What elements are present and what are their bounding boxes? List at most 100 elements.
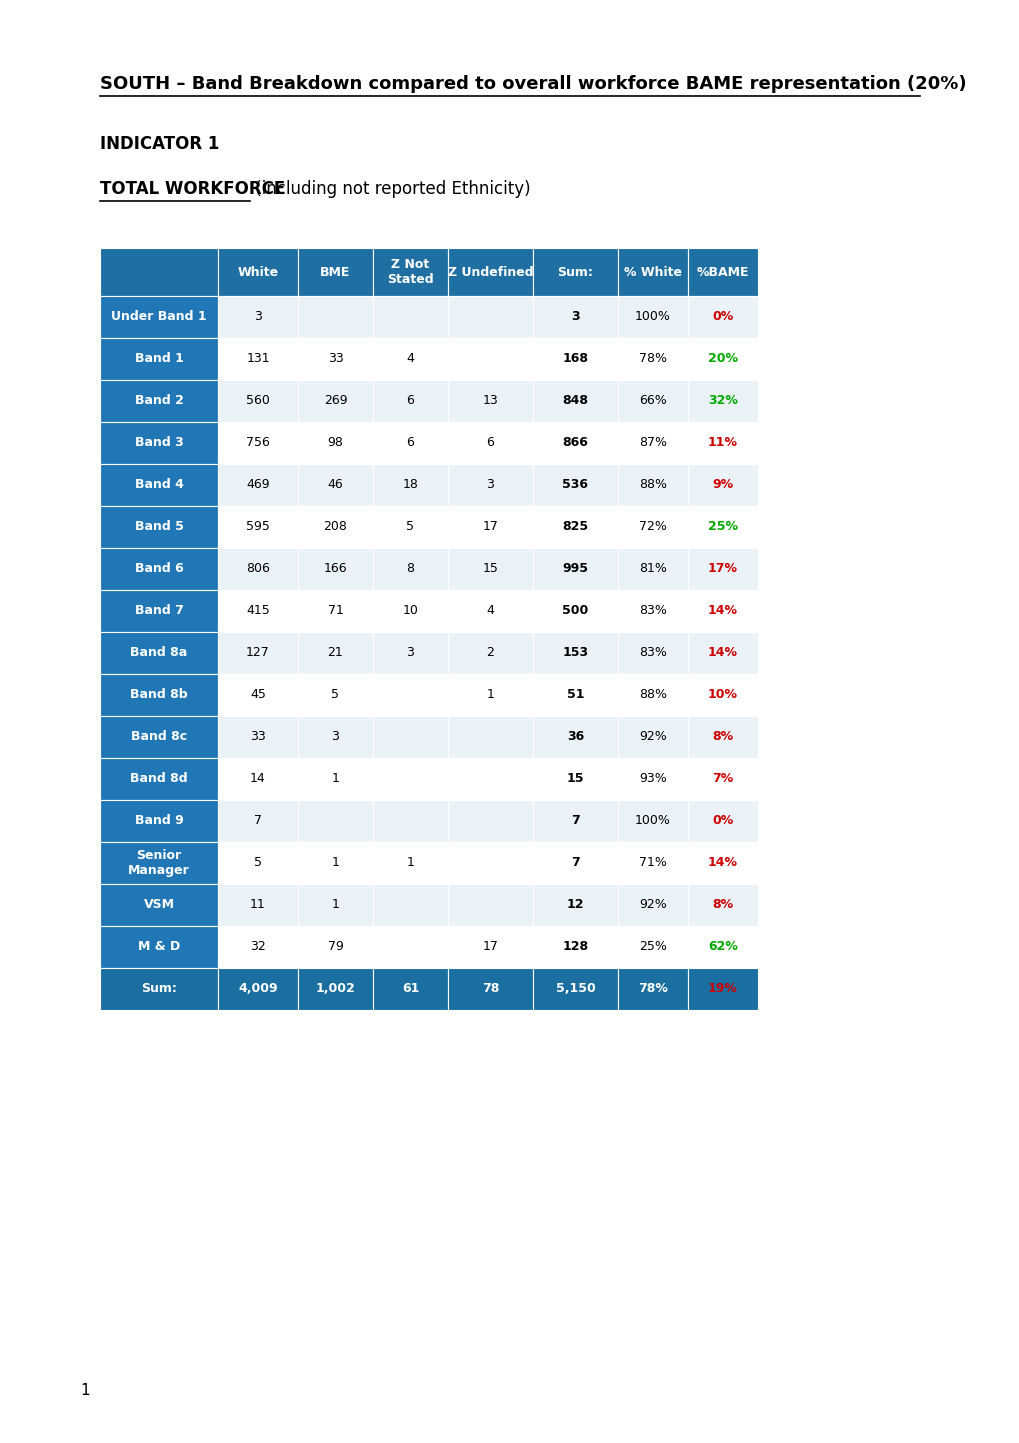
- Bar: [100, 716, 218, 758]
- Text: 127: 127: [246, 646, 270, 659]
- Text: 131: 131: [246, 352, 270, 365]
- Bar: [618, 548, 688, 590]
- Text: 5: 5: [407, 521, 414, 534]
- Bar: [447, 465, 533, 506]
- Bar: [218, 296, 298, 338]
- Text: 79: 79: [327, 941, 343, 954]
- Text: 7: 7: [571, 814, 580, 827]
- Bar: [100, 296, 218, 338]
- Text: 92%: 92%: [639, 730, 666, 743]
- Text: 51: 51: [567, 688, 584, 701]
- Bar: [373, 506, 447, 548]
- Bar: [618, 843, 688, 885]
- Bar: [533, 248, 618, 296]
- Bar: [533, 548, 618, 590]
- Bar: [298, 465, 373, 506]
- Text: 11%: 11%: [707, 436, 738, 450]
- Bar: [533, 380, 618, 421]
- Bar: [688, 380, 757, 421]
- Bar: [688, 926, 757, 968]
- Text: 0%: 0%: [711, 310, 733, 323]
- Bar: [298, 380, 373, 421]
- Text: 995: 995: [561, 563, 588, 576]
- Text: 6: 6: [407, 394, 414, 407]
- Bar: [373, 799, 447, 843]
- Bar: [218, 632, 298, 674]
- Bar: [100, 926, 218, 968]
- Bar: [218, 506, 298, 548]
- Text: 4: 4: [486, 605, 494, 618]
- Text: 7: 7: [571, 857, 580, 870]
- Text: 1: 1: [331, 857, 339, 870]
- Text: 18: 18: [403, 479, 418, 492]
- Bar: [373, 380, 447, 421]
- Bar: [218, 548, 298, 590]
- Text: 71: 71: [327, 605, 343, 618]
- Bar: [688, 506, 757, 548]
- Bar: [618, 716, 688, 758]
- Text: 66%: 66%: [639, 394, 666, 407]
- Bar: [298, 926, 373, 968]
- Bar: [373, 421, 447, 465]
- Text: 128: 128: [561, 941, 588, 954]
- Bar: [373, 968, 447, 1010]
- Text: 25%: 25%: [707, 521, 738, 534]
- Bar: [100, 885, 218, 926]
- Bar: [618, 506, 688, 548]
- Bar: [298, 248, 373, 296]
- Bar: [373, 338, 447, 380]
- Bar: [373, 590, 447, 632]
- Bar: [447, 421, 533, 465]
- Text: (including not reported Ethnicity): (including not reported Ethnicity): [250, 180, 530, 198]
- Bar: [298, 885, 373, 926]
- Bar: [100, 674, 218, 716]
- Text: 8: 8: [407, 563, 414, 576]
- Bar: [618, 380, 688, 421]
- Bar: [688, 799, 757, 843]
- Bar: [688, 248, 757, 296]
- Bar: [447, 248, 533, 296]
- Text: Band 6: Band 6: [135, 563, 183, 576]
- Bar: [618, 799, 688, 843]
- Text: 208: 208: [323, 521, 347, 534]
- Bar: [533, 465, 618, 506]
- Text: SOUTH – Band Breakdown compared to overall workforce BAME representation (20%): SOUTH – Band Breakdown compared to overa…: [100, 75, 966, 92]
- Bar: [618, 926, 688, 968]
- Bar: [533, 338, 618, 380]
- Text: BME: BME: [320, 266, 351, 278]
- Bar: [688, 843, 757, 885]
- Text: 756: 756: [246, 436, 270, 450]
- Bar: [688, 421, 757, 465]
- Bar: [688, 296, 757, 338]
- Bar: [298, 843, 373, 885]
- Text: 12: 12: [567, 899, 584, 912]
- Bar: [447, 758, 533, 799]
- Bar: [447, 506, 533, 548]
- Bar: [688, 465, 757, 506]
- Bar: [533, 632, 618, 674]
- Bar: [373, 885, 447, 926]
- Bar: [533, 674, 618, 716]
- Bar: [618, 590, 688, 632]
- Bar: [533, 506, 618, 548]
- Text: 1: 1: [407, 857, 414, 870]
- Text: 78%: 78%: [638, 983, 667, 996]
- Text: 88%: 88%: [638, 479, 666, 492]
- Text: 87%: 87%: [638, 436, 666, 450]
- Text: 500: 500: [561, 605, 588, 618]
- Text: 100%: 100%: [635, 814, 671, 827]
- Text: Sum:: Sum:: [141, 983, 176, 996]
- Bar: [533, 926, 618, 968]
- Bar: [100, 843, 218, 885]
- Text: 15: 15: [567, 772, 584, 785]
- Bar: [447, 632, 533, 674]
- Bar: [100, 465, 218, 506]
- Bar: [618, 296, 688, 338]
- Bar: [298, 632, 373, 674]
- Bar: [100, 338, 218, 380]
- Bar: [100, 421, 218, 465]
- Text: 83%: 83%: [639, 646, 666, 659]
- Text: 7%: 7%: [711, 772, 733, 785]
- Bar: [100, 548, 218, 590]
- Bar: [373, 632, 447, 674]
